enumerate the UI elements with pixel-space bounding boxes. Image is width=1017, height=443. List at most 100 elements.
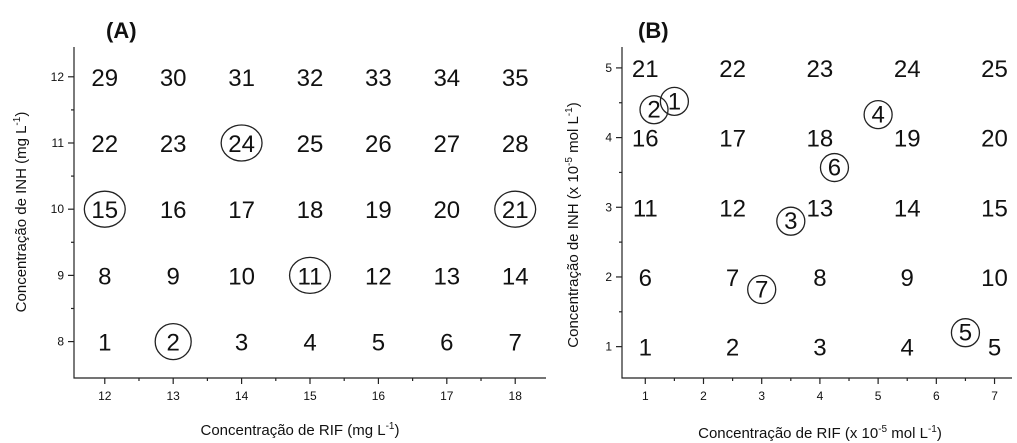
y-tick-label: 9 <box>57 268 64 282</box>
circled-point-marker <box>639 95 669 125</box>
panel-a-y-ticks: 8 9 10 11 12 <box>51 70 74 349</box>
circled-point-marker <box>819 152 850 183</box>
grid-cell-label: 14 <box>502 263 529 290</box>
grid-cell-label: 2 <box>726 335 739 362</box>
x-tick-label: 14 <box>235 389 249 403</box>
circled-point-label: 4 <box>871 102 884 129</box>
grid-cell-label: 27 <box>433 131 460 158</box>
panel-b-x-ticks: 1 2 3 4 5 6 7 <box>642 378 998 403</box>
x-tick-label: 16 <box>372 389 386 403</box>
grid-cell-label: 21 <box>632 56 659 83</box>
x-tick-label: 6 <box>933 389 940 403</box>
grid-cell-label: 13 <box>807 195 834 222</box>
panel-a-y-axis-title: Concentração de INH (mg L-1) <box>12 112 30 313</box>
y-tick-label: 11 <box>52 136 65 150</box>
grid-cell-label: 7 <box>509 330 522 357</box>
x-tick-label: 15 <box>303 389 317 403</box>
grid-cell-label: 19 <box>894 126 921 153</box>
circled-point-marker <box>863 99 893 130</box>
grid-cell-label: 28 <box>502 131 529 158</box>
circled-point-label: 2 <box>647 97 660 124</box>
grid-cell-label: 10 <box>228 263 255 290</box>
grid-cell-label: 31 <box>228 65 255 92</box>
grid-cell-label: 5 <box>372 330 385 357</box>
selected-cell-circle <box>288 256 332 295</box>
grid-cell-label: 16 <box>632 126 659 153</box>
panel-b-x-axis-title: Concentração de RIF (x 10-5 mol L-1) <box>698 424 942 442</box>
grid-cell-label: 12 <box>719 195 746 222</box>
panel-b-axes <box>621 47 1012 379</box>
circled-point-label: 5 <box>959 320 972 347</box>
grid-cell-label: 23 <box>807 56 834 83</box>
circled-point-marker <box>950 318 981 348</box>
y-tick-label: 3 <box>605 200 612 214</box>
selected-cell-circle <box>83 190 126 228</box>
grid-cell-label: 14 <box>894 195 921 222</box>
grid-cell-label: 1 <box>639 335 652 362</box>
selected-cell-circle <box>154 322 192 361</box>
x-tick-label: 18 <box>509 389 523 403</box>
x-tick-label: 2 <box>700 389 707 403</box>
panel-b-y-ticks: 1 2 3 4 5 <box>605 61 622 354</box>
grid-cell-label: 9 <box>901 265 914 292</box>
y-tick-label: 12 <box>51 70 65 84</box>
x-tick-label: 7 <box>991 389 998 403</box>
grid-cell-label: 21 <box>502 197 529 224</box>
grid-cell-label: 24 <box>228 131 255 158</box>
grid-cell-label: 6 <box>440 330 453 357</box>
grid-cell-label: 35 <box>502 65 529 92</box>
grid-cell-label: 6 <box>639 265 652 292</box>
grid-cell-label: 17 <box>228 197 255 224</box>
grid-cell-label: 19 <box>365 197 392 224</box>
grid-cell-label: 11 <box>633 195 658 222</box>
grid-cell-label: 7 <box>726 265 739 292</box>
x-tick-label: 12 <box>98 389 112 403</box>
grid-cell-label: 9 <box>167 263 180 290</box>
grid-cell-label: 15 <box>981 195 1008 222</box>
grid-cell-label: 8 <box>813 265 826 292</box>
circled-point-label: 7 <box>755 277 768 304</box>
grid-cell-label: 11 <box>298 263 323 290</box>
grid-cell-label: 34 <box>433 65 460 92</box>
grid-cell-label: 10 <box>981 265 1008 292</box>
grid-cell-label: 20 <box>433 197 460 224</box>
grid-cell-label: 32 <box>297 65 324 92</box>
x-tick-label: 4 <box>817 389 824 403</box>
panel-a-axes <box>73 47 546 379</box>
y-tick-label: 2 <box>605 270 612 284</box>
grid-cell-label: 22 <box>91 131 118 158</box>
grid-cell-label: 18 <box>807 126 834 153</box>
circled-point-marker <box>659 86 690 117</box>
grid-cell-label: 12 <box>365 263 392 290</box>
panel-b-label: (B) <box>638 18 669 43</box>
x-tick-label: 3 <box>758 389 765 403</box>
selected-cell-circle <box>220 124 263 162</box>
y-tick-label: 4 <box>605 131 612 145</box>
panel-b-y-axis-title: Concentração de INH (x 10-5 mol L-1) <box>564 102 582 347</box>
y-tick-label: 1 <box>605 340 612 354</box>
grid-cell-label: 4 <box>303 330 316 357</box>
grid-cell-label: 2 <box>167 330 180 357</box>
panel-a-x-ticks: 12 13 14 15 16 17 18 <box>98 378 522 403</box>
grid-cell-label: 18 <box>297 197 324 224</box>
grid-cell-label: 1 <box>98 330 111 357</box>
circled-point-label: 1 <box>668 88 681 115</box>
grid-cell-label: 22 <box>719 56 746 83</box>
grid-cell-label: 4 <box>901 335 914 362</box>
panel-a-x-axis-title: Concentração de RIF (mg L-1) <box>201 421 400 439</box>
grid-cell-label: 13 <box>433 263 460 290</box>
grid-cell-label: 25 <box>981 56 1008 83</box>
grid-cell-label: 29 <box>91 65 118 92</box>
grid-cell-label: 15 <box>91 197 118 224</box>
grid-cell-label: 20 <box>981 126 1008 153</box>
circled-point-label: 6 <box>828 155 841 182</box>
grid-cell-label: 25 <box>297 131 324 158</box>
x-tick-label: 5 <box>875 389 882 403</box>
circled-point-marker <box>747 274 777 305</box>
grid-cell-label: 3 <box>235 330 248 357</box>
